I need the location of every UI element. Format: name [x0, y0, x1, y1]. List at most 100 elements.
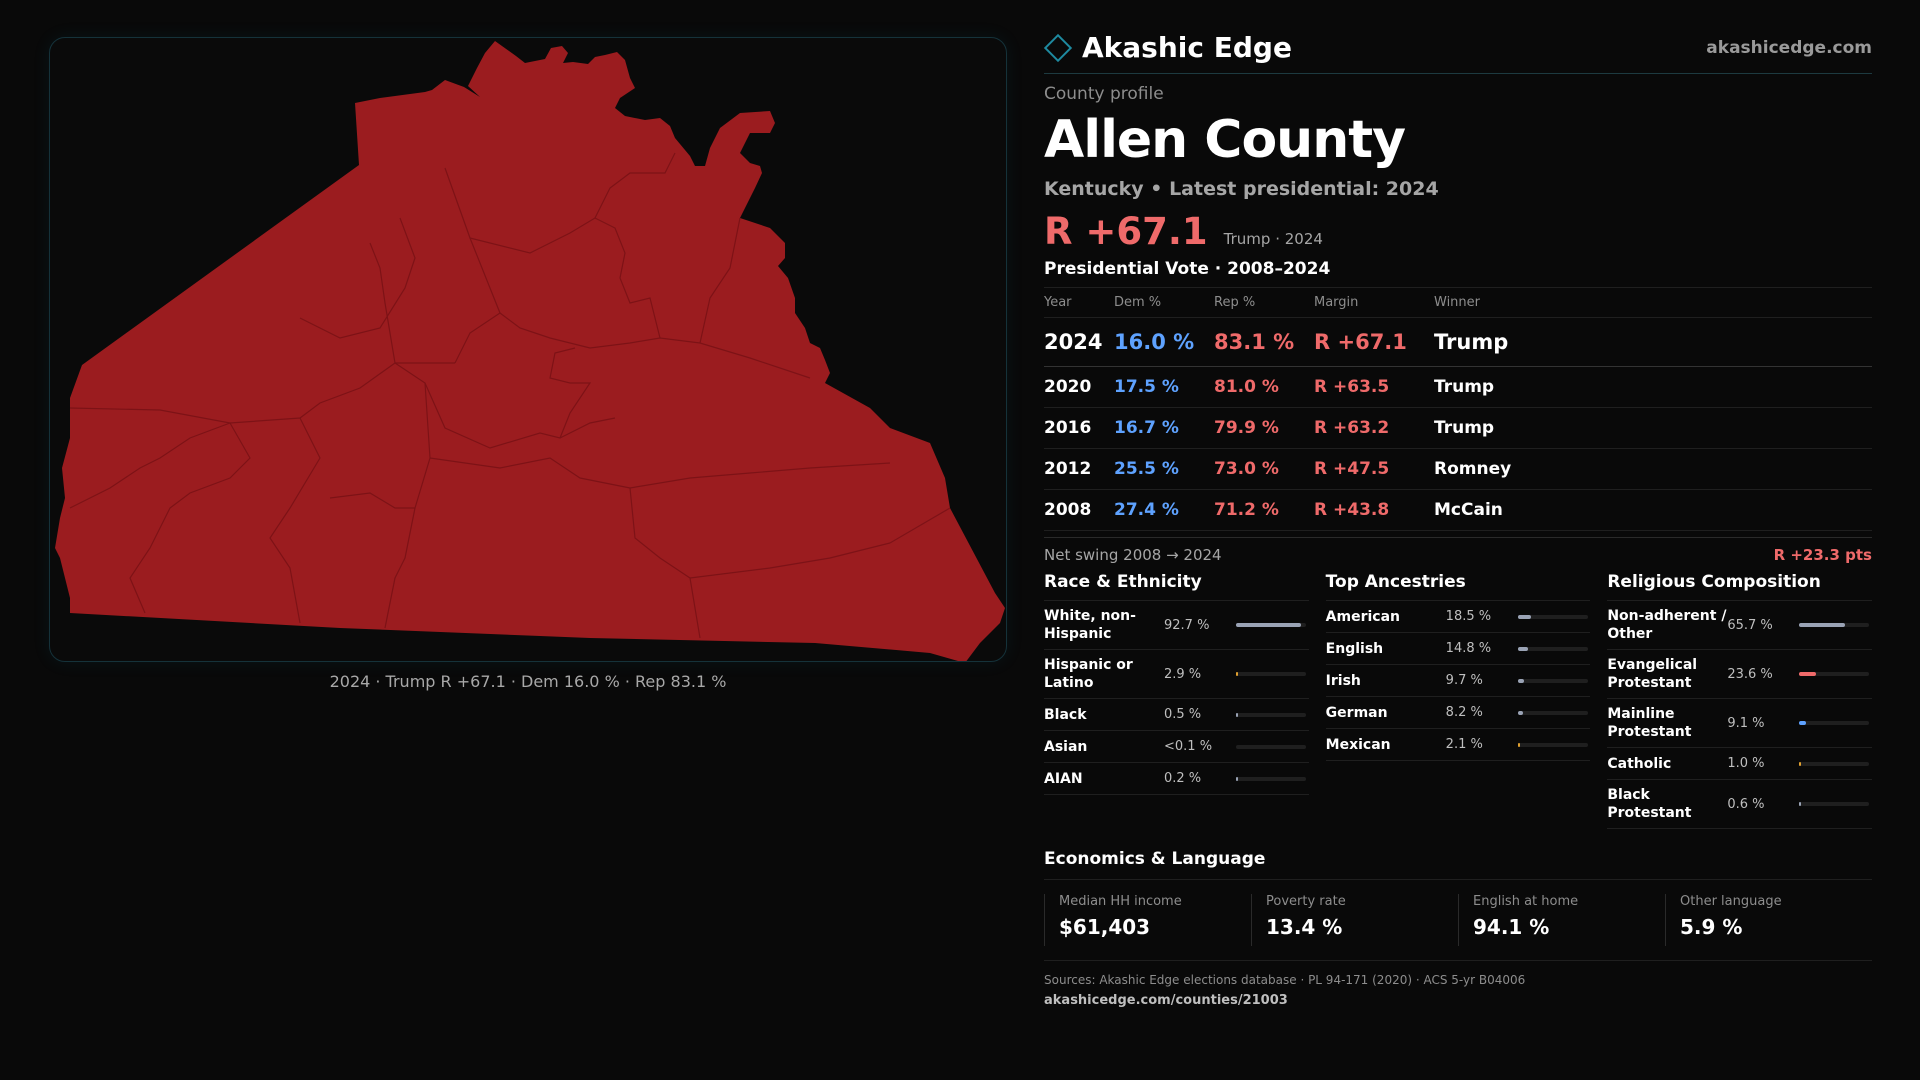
stat-label: Other language: [1680, 894, 1782, 909]
header-rep: Rep %: [1214, 288, 1314, 318]
list-item[interactable]: White, non-Hispanic 92.7 %: [1044, 601, 1309, 650]
item-value: 0.5 %: [1164, 707, 1202, 722]
county-shape[interactable]: [55, 41, 1005, 662]
cell-year: 2012: [1044, 448, 1114, 490]
race-ethnicity-section: Race & Ethnicity White, non-Hispanic 92.7…: [1044, 572, 1309, 829]
sources-footer: Sources: Akashic Edge elections database…: [1044, 960, 1872, 1008]
brand-url-link[interactable]: akashicedge.com: [1706, 37, 1872, 58]
share-bar-fill: [1236, 672, 1239, 676]
item-label: Mexican: [1325, 736, 1391, 753]
item-label: Irish: [1325, 672, 1361, 689]
cell-year: 2016: [1044, 407, 1114, 449]
item-value: 2.9 %: [1164, 666, 1202, 682]
share-bar: [1236, 776, 1306, 781]
county-url-link[interactable]: akashicedge.com/counties/21003: [1044, 993, 1288, 1008]
item-label: Black: [1044, 706, 1087, 723]
list-item[interactable]: Black 0.5 %: [1044, 699, 1309, 731]
list-item[interactable]: English 14.8 %: [1325, 633, 1591, 665]
share-bar-fill: [1236, 776, 1239, 781]
cell-rep: 73.0 %: [1214, 448, 1314, 490]
list-item[interactable]: Black Protestant 0.6 %: [1607, 780, 1873, 829]
item-label: White, non-Hispanic: [1044, 608, 1136, 642]
county-map[interactable]: [49, 37, 1007, 662]
item-label: Catholic: [1607, 755, 1672, 772]
table-header-row: Year Dem % Rep % Margin Winner: [1044, 288, 1872, 318]
list-item[interactable]: German 8.2 %: [1325, 697, 1591, 729]
county-profile-panel: Akashic Edge akashicedge.com County prof…: [1043, 28, 1873, 1008]
share-bar-fill: [1236, 712, 1239, 717]
list-item[interactable]: Hispanic or Latino 2.9 %: [1044, 650, 1309, 699]
table-row[interactable]: 2024 16.0 % 83.1 % R +67.1 Trump: [1044, 317, 1872, 367]
share-bar: [1799, 721, 1870, 725]
item-label: Non-adherent / Other: [1607, 608, 1727, 642]
list-item[interactable]: Irish 9.7 %: [1325, 665, 1591, 697]
cell-margin: R +63.2: [1314, 407, 1434, 449]
map-caption: 2024 · Trump R +67.1 · Dem 16.0 % · Rep …: [329, 672, 727, 691]
cell-winner: Romney: [1434, 448, 1872, 490]
cell-margin: R +63.5: [1314, 366, 1434, 408]
item-value: 8.2 %: [1445, 705, 1483, 720]
share-bar: [1236, 712, 1306, 717]
profile-kicker: County profile: [1044, 84, 1164, 104]
list-item[interactable]: Mexican 2.1 %: [1325, 729, 1591, 761]
cell-dem: 17.5 %: [1114, 366, 1214, 408]
list-item[interactable]: AIAN 0.2 %: [1044, 763, 1309, 795]
stat-poverty-rate: Poverty rate 13.4 %: [1251, 894, 1458, 946]
cell-margin: R +67.1: [1314, 317, 1434, 367]
diamond-logo-icon: [1043, 33, 1073, 62]
stat-value: $61,403: [1059, 915, 1151, 939]
cell-margin: R +47.5: [1314, 448, 1434, 490]
share-bar: [1236, 744, 1306, 749]
list-item[interactable]: Catholic 1.0 %: [1607, 748, 1873, 780]
presidential-table: Year Dem % Rep % Margin Winner 2024 16.0…: [1044, 288, 1872, 531]
share-bar: [1799, 802, 1870, 806]
cell-winner: McCain: [1434, 489, 1872, 531]
cell-year: 2024: [1044, 317, 1114, 367]
cell-winner: Trump: [1434, 366, 1872, 408]
item-value: <0.1 %: [1164, 739, 1213, 754]
item-value: 14.8 %: [1445, 641, 1492, 656]
cell-dem: 16.0 %: [1114, 317, 1214, 367]
stat-label: English at home: [1473, 894, 1579, 909]
presidential-title: Presidential Vote · 2008–2024: [1044, 259, 1872, 288]
header-winner: Winner: [1434, 288, 1872, 318]
share-bar-fill: [1517, 614, 1531, 619]
list-item[interactable]: Mainline Protestant 9.1 %: [1607, 699, 1873, 748]
item-value: 2.1 %: [1445, 737, 1483, 752]
list-item[interactable]: Non-adherent / Other 65.7 %: [1607, 601, 1873, 650]
table-row[interactable]: 2016 16.7 % 79.9 % R +63.2 Trump: [1044, 407, 1872, 449]
share-bar-fill: [1517, 710, 1524, 715]
header-margin: Margin: [1314, 288, 1434, 318]
cell-winner: Trump: [1434, 317, 1872, 367]
brand-header: Akashic Edge akashicedge.com: [1043, 28, 1872, 74]
item-label: Black Protestant: [1607, 787, 1692, 821]
share-bar-fill: [1236, 623, 1301, 627]
table-row[interactable]: 2012 25.5 % 73.0 % R +47.5 Romney: [1044, 448, 1872, 490]
cell-rep: 71.2 %: [1214, 489, 1314, 531]
sources-text: Sources: Akashic Edge elections database…: [1044, 973, 1526, 987]
item-label: Asian: [1044, 738, 1088, 755]
stat-value: 94.1 %: [1473, 915, 1550, 939]
county-map-svg: [55, 41, 1005, 662]
table-row[interactable]: 2020 17.5 % 81.0 % R +63.5 Trump: [1044, 366, 1872, 408]
list-item[interactable]: American 18.5 %: [1325, 601, 1591, 633]
cell-year: 2008: [1044, 489, 1114, 531]
brand[interactable]: Akashic Edge: [1043, 31, 1292, 64]
list-item[interactable]: Evangelical Protestant 23.6 %: [1607, 650, 1873, 699]
cell-dem: 27.4 %: [1114, 489, 1214, 531]
list-item[interactable]: Asian <0.1 %: [1044, 731, 1309, 763]
net-swing: Net swing 2008 → 2024 R +23.3 pts: [1044, 537, 1872, 564]
economics-grid: Median HH income $61,403 Poverty rate 13…: [1044, 894, 1872, 946]
share-bar: [1236, 672, 1306, 676]
share-bar-fill: [1799, 761, 1802, 766]
net-swing-label: Net swing 2008 → 2024: [1044, 546, 1222, 564]
item-value: 9.1 %: [1727, 715, 1765, 731]
share-bar: [1517, 646, 1588, 651]
cell-year: 2020: [1044, 366, 1114, 408]
religion-section: Religious Composition Non-adherent / Oth…: [1607, 572, 1873, 829]
share-bar-fill: [1517, 742, 1520, 747]
share-bar-fill: [1799, 672, 1816, 676]
item-value: 92.7 %: [1164, 617, 1210, 633]
table-row[interactable]: 2008 27.4 % 71.2 % R +43.8 McCain: [1044, 489, 1872, 531]
cell-dem: 25.5 %: [1114, 448, 1214, 490]
